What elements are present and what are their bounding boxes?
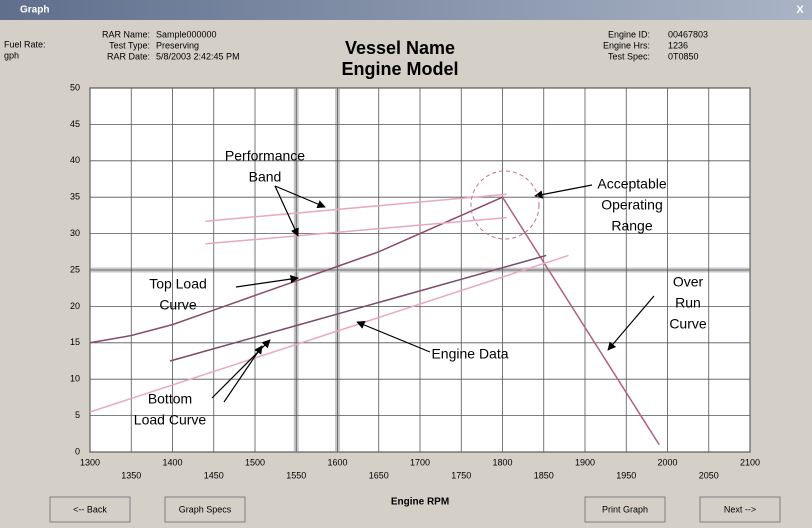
x-tick-label: 1500 xyxy=(245,457,265,467)
y-tick-label: 15 xyxy=(70,337,80,347)
annotation: Operating xyxy=(601,197,662,213)
field-value: 0T0850 xyxy=(668,51,699,61)
data-line xyxy=(169,254,547,362)
button-label[interactable]: Graph Specs xyxy=(179,504,232,514)
field-label: Engine Hrs: xyxy=(603,40,650,50)
annotation: Run xyxy=(675,295,701,311)
field-label: Engine ID: xyxy=(608,29,650,39)
x-tick-label: 1450 xyxy=(204,470,224,480)
annotation: Engine Data xyxy=(431,346,508,362)
annotation: Range xyxy=(611,218,652,234)
button[interactable] xyxy=(49,496,131,523)
x-tick-label: 1300 xyxy=(80,457,100,467)
arrow xyxy=(274,185,326,208)
arrow xyxy=(274,185,299,237)
button-label[interactable]: <-- Back xyxy=(73,504,107,514)
x-tick-label: 1550 xyxy=(286,470,306,480)
annotation: Over xyxy=(673,274,704,290)
arrow xyxy=(223,345,263,403)
y-tick-label: 10 xyxy=(70,374,80,384)
x-tick-label: 1350 xyxy=(121,470,141,480)
annotation: Top Load xyxy=(149,276,207,292)
field-label: Test Spec: xyxy=(608,51,650,61)
field-label: Test Type: xyxy=(109,40,150,50)
annotation: Bottom xyxy=(148,391,192,407)
plot xyxy=(89,87,751,453)
y-tick-label: 40 xyxy=(70,155,80,165)
data-line xyxy=(89,254,569,413)
field-value: 5/8/2003 2:42:45 PM xyxy=(156,51,240,61)
x-tick-label: 2000 xyxy=(657,457,677,467)
arrow xyxy=(534,184,593,199)
field-value: Sample000000 xyxy=(156,29,217,39)
field-label: RAR Date: xyxy=(107,51,150,61)
x-tick-label: 1950 xyxy=(616,470,636,480)
y-tick-label: 35 xyxy=(70,192,80,202)
y-tick-label: 0 xyxy=(75,446,80,456)
x-tick-label: 2100 xyxy=(740,457,760,467)
annotation: Band xyxy=(249,169,282,185)
y-tick-label: 20 xyxy=(70,301,80,311)
left-label: Fuel Rate: xyxy=(4,39,46,49)
x-tick-label: 1850 xyxy=(534,470,554,480)
x-axis-label: Engine RPM xyxy=(391,497,449,508)
field-value: 1236 xyxy=(668,40,688,50)
annotation: Acceptable xyxy=(597,176,666,192)
data-line xyxy=(205,193,507,222)
annotation: Curve xyxy=(159,297,197,313)
x-tick-label: 1900 xyxy=(575,457,595,467)
arrow xyxy=(235,274,299,288)
annotation: Performance xyxy=(225,148,305,164)
x-tick-label: 1650 xyxy=(369,470,389,480)
window-title: Graph xyxy=(20,5,49,16)
button[interactable] xyxy=(584,496,666,523)
button-label[interactable]: Next --> xyxy=(724,504,756,514)
y-tick-label: 45 xyxy=(70,119,80,129)
x-tick-label: 1800 xyxy=(492,457,512,467)
arrow xyxy=(356,320,431,353)
x-tick-label: 1600 xyxy=(327,457,347,467)
annotation: Curve xyxy=(669,316,707,332)
button[interactable] xyxy=(164,496,246,523)
field-label: RAR Name: xyxy=(102,29,150,39)
x-tick-label: 1700 xyxy=(410,457,430,467)
x-tick-label: 2050 xyxy=(699,470,719,480)
title-bar xyxy=(0,0,812,20)
data-line xyxy=(205,216,507,245)
close-button[interactable]: X xyxy=(796,4,804,16)
operating-range-circle xyxy=(470,170,540,240)
y-tick-label: 50 xyxy=(70,82,80,92)
heading: Vessel Name xyxy=(345,38,455,58)
y-tick-label: 30 xyxy=(70,228,80,238)
left-label: gph xyxy=(4,50,19,60)
y-tick-label: 5 xyxy=(75,410,80,420)
field-value: Preserving xyxy=(156,40,199,50)
x-tick-label: 1400 xyxy=(162,457,182,467)
arrow xyxy=(607,295,655,351)
x-tick-label: 1750 xyxy=(451,470,471,480)
data-line xyxy=(501,196,660,446)
heading: Engine Model xyxy=(342,59,459,79)
field-value: 00467803 xyxy=(668,29,708,39)
button-label[interactable]: Print Graph xyxy=(602,504,648,514)
button[interactable] xyxy=(699,496,781,523)
annotation: Load Curve xyxy=(134,412,207,428)
annotation-arrows xyxy=(211,184,655,403)
y-tick-label: 25 xyxy=(70,264,80,274)
